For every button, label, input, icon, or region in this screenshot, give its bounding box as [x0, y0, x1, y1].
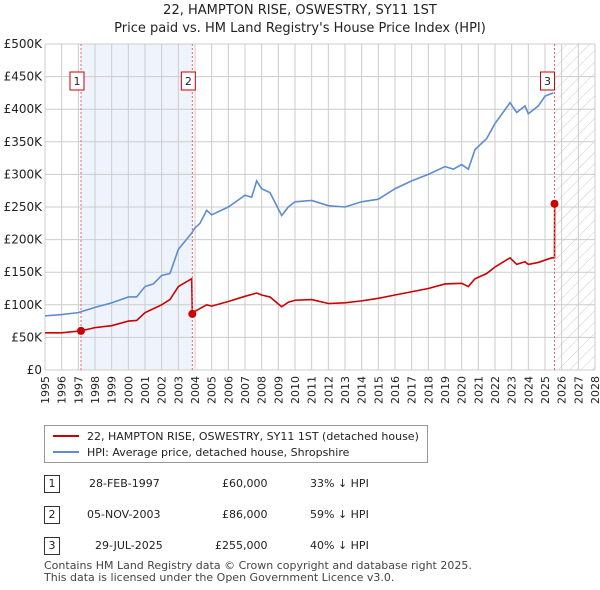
y-tick-label: £450K [4, 70, 44, 84]
title: 22, HAMPTON RISE, OSWESTRY, SY11 1ST [163, 3, 437, 18]
price-chart: 1 2 3 1995 1996 1997 1998 1999 2000 2001 2002 2003 2… [4, 37, 600, 404]
sale-date: 05-NOV-2003 [87, 508, 161, 521]
x-tick-label: 1995 [39, 376, 52, 404]
x-tick-label: 2024 [522, 376, 535, 404]
x-tick-label: 2012 [322, 376, 335, 404]
y-tick-label: £0 [27, 363, 42, 377]
x-tick-label: 2022 [489, 376, 502, 404]
x-tick-label: 2005 [206, 376, 219, 404]
table-row: 2 05-NOV-2003 £86,000 59% ↓ HPI [0, 506, 600, 526]
sale-label-box [540, 71, 555, 91]
sale-date: 28-FEB-1997 [89, 477, 160, 490]
sale-label-box [69, 71, 85, 91]
table-row: 3 29-JUL-2025 £255,000 40% ↓ HPI [0, 537, 600, 557]
x-tick-label: 2006 [222, 376, 235, 404]
chart-title: 22, HAMPTON RISE, OSWESTRY, SY11 1ST Pri… [0, 2, 600, 38]
legend-item-hpi: HPI: Average price, detached house, Shro… [53, 444, 349, 460]
sale-label: 2 [185, 75, 192, 88]
sale-hpi-diff: 33% ↓ HPI [310, 477, 369, 490]
x-tick-label: 1999 [106, 376, 119, 404]
x-tick-label: 2001 [139, 376, 152, 404]
sale-number: 3 [44, 537, 60, 555]
y-tick-label: £150K [4, 265, 44, 279]
footer-copyright: Contains HM Land Registry data © Crown c… [44, 559, 472, 572]
subtitle: Price paid vs. HM Land Registry's House … [114, 21, 486, 36]
footer-licence: This data is licensed under the Open Gov… [44, 571, 395, 584]
legend-label: HPI: Average price, detached house, Shro… [87, 445, 350, 459]
sale-label: 1 [74, 75, 81, 88]
series-line [44, 92, 554, 317]
x-tick-label: 2011 [306, 376, 319, 404]
sale-date: 29-JUL-2025 [95, 539, 163, 552]
footer: Contains HM Land Registry data © Crown c… [44, 560, 472, 584]
x-tick-label: 2025 [539, 376, 552, 404]
x-tick-label: 1997 [72, 376, 85, 404]
y-tick-label: £500K [4, 37, 44, 51]
table-row: 1 28-FEB-1997 £60,000 33% ↓ HPI [0, 475, 600, 495]
sale-price: £60,000 [222, 477, 268, 490]
x-tick-label: 2009 [272, 376, 285, 404]
x-tick-label: 2018 [422, 376, 435, 404]
sale-hpi-diff: 59% ↓ HPI [310, 508, 369, 521]
x-tick-label: 2002 [156, 376, 169, 404]
x-tick-label: 1996 [56, 376, 69, 404]
x-tick-label: 1998 [89, 376, 102, 404]
x-tick-label: 2026 [556, 376, 569, 404]
x-tick-label: 2014 [356, 376, 369, 404]
sale-hpi-diff: 40% ↓ HPI [310, 539, 369, 552]
x-tick-label: 2007 [239, 376, 252, 404]
sale-number: 2 [44, 506, 60, 524]
series-line [45, 203, 556, 334]
x-tick-label: 2028 [589, 376, 600, 404]
y-tick-label: £300K [4, 167, 44, 181]
sale-price: £86,000 [222, 508, 268, 521]
x-tick-label: 2019 [439, 376, 452, 404]
x-tick-label: 2008 [256, 376, 269, 404]
x-tick-label: 2023 [506, 376, 519, 404]
legend-swatch-red [53, 435, 79, 437]
legend-item-property: 22, HAMPTON RISE, OSWESTRY, SY11 1ST (de… [53, 428, 419, 444]
y-tick-label: £250K [4, 200, 44, 214]
sale-price: £255,000 [215, 539, 268, 552]
x-tick-label: 2020 [456, 376, 469, 404]
x-tick-label: 2013 [339, 376, 352, 404]
y-tick-label: £400K [4, 102, 44, 116]
legend: 22, HAMPTON RISE, OSWESTRY, SY11 1ST (de… [44, 425, 428, 463]
x-tick-label: 2027 [572, 376, 585, 404]
x-tick-label: 2016 [389, 376, 402, 404]
sale-point [77, 326, 85, 335]
sale-label: 3 [544, 75, 551, 88]
x-tick-label: 2004 [189, 376, 202, 404]
sale-point [550, 199, 559, 208]
x-tick-label: 2010 [289, 376, 302, 404]
sale-label-box [180, 71, 196, 91]
x-tick-label: 2021 [472, 376, 485, 404]
x-tick-label: 2000 [122, 376, 135, 404]
y-tick-label: £50K [11, 330, 43, 344]
x-tick-label: 2003 [172, 376, 185, 404]
sale-point [188, 309, 197, 318]
legend-label: 22, HAMPTON RISE, OSWESTRY, SY11 1ST (de… [87, 429, 419, 443]
legend-swatch-blue [53, 451, 79, 453]
x-tick-label: 2015 [372, 376, 385, 404]
y-tick-label: £100K [4, 298, 44, 312]
y-tick-label: £200K [4, 233, 44, 247]
x-tick-label: 2017 [406, 376, 419, 404]
sale-number: 1 [44, 475, 60, 493]
y-tick-label: £350K [4, 135, 44, 149]
